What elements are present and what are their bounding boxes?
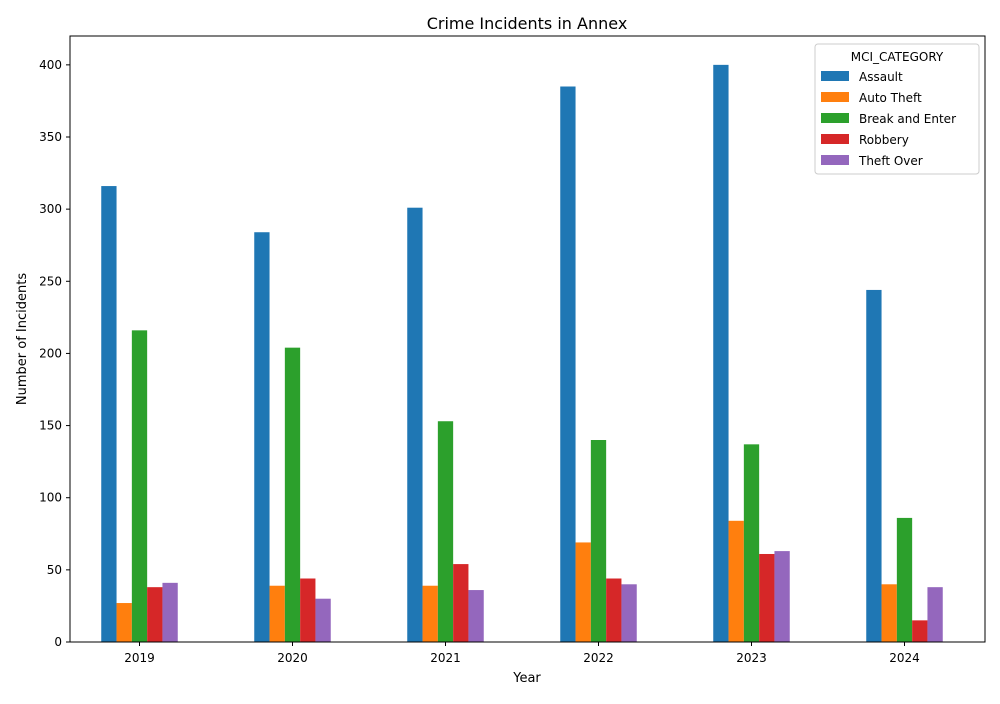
x-tick-label: 2021: [430, 651, 461, 665]
y-tick-label: 350: [39, 130, 62, 144]
legend-swatch: [821, 155, 849, 165]
bar-robbery-2024: [912, 620, 928, 642]
y-tick-label: 50: [47, 563, 62, 577]
bar-auto-theft-2022: [575, 542, 591, 642]
bar-theft-over-2021: [468, 590, 484, 642]
x-axis-label: Year: [512, 671, 541, 686]
bar-theft-over-2019: [162, 582, 178, 642]
y-tick-label: 0: [54, 635, 62, 649]
x-tick-label: 2019: [124, 651, 155, 665]
bar-auto-theft-2020: [269, 585, 285, 642]
y-tick-label: 300: [39, 202, 62, 216]
bar-break-and-enter-2024: [896, 517, 913, 642]
legend-label: Auto Theft: [859, 91, 922, 105]
x-tick-label: 2024: [889, 651, 920, 665]
bar-assault-2021: [407, 207, 423, 642]
y-tick-label: 400: [39, 58, 62, 72]
legend-swatch: [821, 92, 849, 102]
bar-break-and-enter-2023: [743, 444, 760, 642]
bar-robbery-2020: [300, 578, 316, 642]
bar-auto-theft-2021: [422, 585, 438, 642]
x-tick-label: 2023: [736, 651, 767, 665]
chart-title: Crime Incidents in Annex: [427, 14, 628, 33]
y-tick-label: 150: [39, 419, 62, 433]
bar-theft-over-2023: [774, 551, 790, 642]
bar-auto-theft-2019: [116, 603, 132, 642]
axes-layer: 0 50 100 150 200 250 300 350 400 2019 2020 2021 2022…: [39, 35, 986, 665]
bar-break-and-enter-2021: [437, 421, 454, 642]
y-tick-label: 200: [39, 346, 62, 360]
bar-assault-2024: [866, 289, 882, 642]
bar-robbery-2021: [453, 564, 469, 642]
bar-robbery-2023: [759, 553, 775, 642]
bar-assault-2023: [713, 64, 729, 643]
bar-break-and-enter-2019: [131, 330, 148, 642]
bar-assault-2022: [560, 86, 576, 642]
legend-box: [814, 43, 980, 175]
legend-label: Break and Enter: [859, 112, 956, 126]
bar-robbery-2019: [147, 587, 163, 642]
legend-label: Robbery: [859, 133, 909, 147]
x-tick-label: 2022: [583, 651, 614, 665]
bar-assault-2019: [101, 186, 117, 642]
bar-theft-over-2020: [315, 598, 331, 642]
bars-layer: [101, 64, 943, 643]
y-tick-label: 250: [39, 274, 62, 288]
legend-swatch: [821, 71, 849, 81]
bar-auto-theft-2023: [728, 520, 744, 642]
legend-label: Assault: [859, 70, 903, 84]
plot-frame: [69, 35, 986, 643]
x-tick-label: 2020: [277, 651, 308, 665]
legend-label: Theft Over: [858, 154, 923, 168]
bar-auto-theft-2024: [881, 584, 897, 642]
legend: MCI_CATEGORY Assault Auto Theft Break and E…: [814, 43, 980, 175]
bar-break-and-enter-2020: [284, 347, 301, 642]
bar-break-and-enter-2022: [590, 440, 607, 642]
bar-robbery-2022: [606, 578, 622, 642]
bar-theft-over-2022: [621, 584, 637, 642]
legend-swatch: [821, 113, 849, 123]
y-axis-label: Number of Incidents: [15, 273, 30, 405]
bar-theft-over-2024: [927, 587, 943, 642]
bar-assault-2020: [254, 232, 270, 643]
y-tick-label: 100: [39, 491, 62, 505]
legend-swatch: [821, 134, 849, 144]
legend-title: MCI_CATEGORY: [851, 50, 944, 64]
